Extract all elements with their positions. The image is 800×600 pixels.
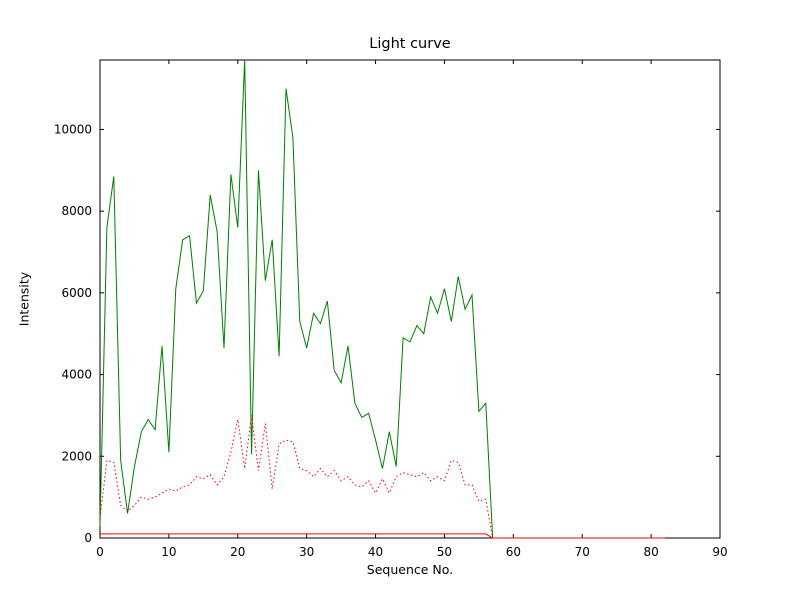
x-tick-label: 0 bbox=[96, 545, 104, 559]
x-axis-label: Sequence No. bbox=[366, 562, 454, 577]
x-tick-label: 90 bbox=[712, 545, 727, 559]
series-intensity-background bbox=[100, 533, 665, 539]
y-tick-label: 4000 bbox=[61, 368, 92, 382]
x-tick-label: 50 bbox=[437, 545, 452, 559]
x-tick-label: 80 bbox=[643, 545, 658, 559]
y-tick-label: 8000 bbox=[61, 204, 92, 218]
x-tick-label: 10 bbox=[161, 545, 176, 559]
x-tick-label: 40 bbox=[368, 545, 383, 559]
y-tick-label: 6000 bbox=[61, 286, 92, 300]
y-tick-label: 10000 bbox=[54, 122, 92, 136]
series-intensity-main bbox=[99, 59, 665, 539]
chart-title: Light curve bbox=[369, 36, 451, 52]
y-tick-label: 0 bbox=[84, 531, 92, 545]
x-tick-label: 20 bbox=[230, 545, 245, 559]
x-tick-label: 30 bbox=[299, 545, 314, 559]
series-intensity-secondary bbox=[99, 415, 665, 539]
x-tick-label: 70 bbox=[575, 545, 590, 559]
y-tick-label: 2000 bbox=[61, 449, 92, 463]
axes-frame bbox=[99, 59, 721, 539]
x-tick-label: 60 bbox=[506, 545, 521, 559]
